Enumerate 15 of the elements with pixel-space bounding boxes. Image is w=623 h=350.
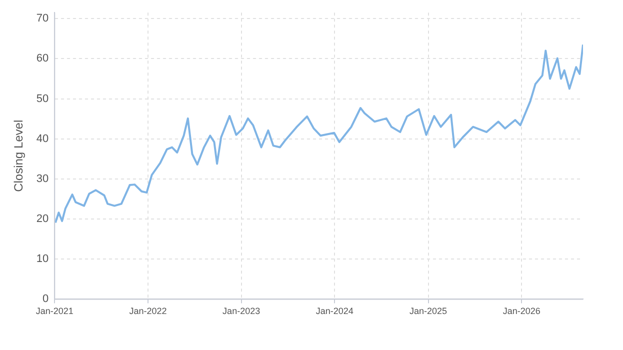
- x-tick-label: Jan-2022: [129, 306, 167, 316]
- x-tick-label: Jan-2025: [410, 306, 448, 316]
- y-tick-label: 50: [36, 92, 49, 105]
- y-axis-title: Closing Level: [12, 120, 26, 192]
- y-tick-label: 10: [36, 253, 49, 266]
- x-tick-label: Jan-2023: [222, 306, 260, 316]
- x-tick-label: Jan-2026: [502, 306, 540, 316]
- y-tick-label: 0: [42, 293, 49, 306]
- y-tick-label: 60: [36, 52, 49, 65]
- x-tick-label: Jan-2024: [316, 306, 354, 316]
- y-tick-label: 40: [36, 132, 49, 145]
- x-tick-label: Jan-2021: [36, 306, 74, 316]
- y-tick-label: 20: [36, 213, 49, 226]
- y-tick-label: 70: [36, 12, 49, 25]
- y-tick-label: 30: [36, 172, 49, 185]
